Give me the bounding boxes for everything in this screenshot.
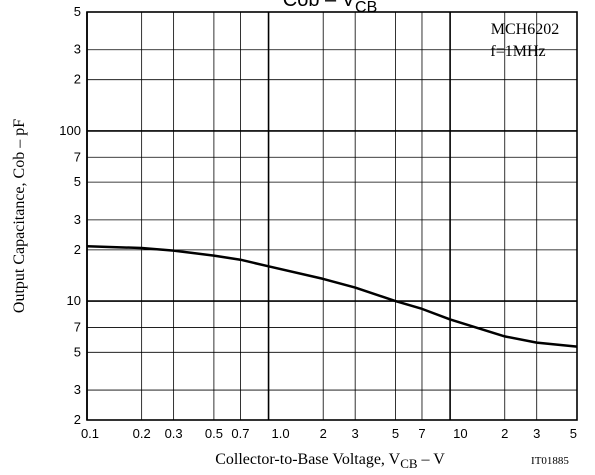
x-tick-label: 10 (453, 426, 467, 441)
y-tick-label: 3 (74, 42, 81, 57)
y-tick-label: 100 (59, 123, 81, 138)
x-tick-label: 2 (501, 426, 508, 441)
y-tick-label: 2 (74, 412, 81, 427)
x-tick-label: 0.1 (81, 426, 99, 441)
x-tick-label: 0.2 (133, 426, 151, 441)
x-axis-label: Collector-to-Base Voltage, VCB – V (215, 451, 445, 471)
figure-id: IT01885 (531, 455, 569, 467)
y-axis-label: Output Capacitance, Cob – pF (11, 119, 28, 313)
title-subscript: CB (355, 0, 377, 16)
x-tick-label: 2 (320, 426, 327, 441)
data-line (86, 245, 578, 348)
x-label-unit: – V (418, 451, 446, 468)
y-tick-label: 5 (74, 174, 81, 189)
y-tick-label: 7 (74, 149, 81, 164)
y-tick-label: 5 (74, 344, 81, 359)
y-tick-label: 3 (74, 212, 81, 227)
y-tick-label: 3 (74, 382, 81, 397)
x-tick-label: 0.7 (231, 426, 249, 441)
x-tick-label: 5 (570, 426, 577, 441)
x-tick-label: 3 (352, 426, 359, 441)
x-tick-label: 0.5 (205, 426, 223, 441)
x-tick-label: 0.3 (165, 426, 183, 441)
y-tick-label: 10 (67, 293, 81, 308)
plot-frame (86, 11, 578, 421)
y-tick-label: 2 (74, 72, 81, 87)
y-tick-label: 7 (74, 319, 81, 334)
x-tick-label: 5 (392, 426, 399, 441)
x-label-subscript: CB (400, 456, 418, 471)
x-label-main: Collector-to-Base Voltage, V (215, 451, 400, 468)
y-tick-label: 5 (74, 4, 81, 19)
annotation: MCH6202 (491, 21, 559, 38)
annotation: f=1MHz (490, 43, 545, 60)
x-tick-label: 1.0 (272, 426, 290, 441)
x-tick-label: 3 (533, 426, 540, 441)
title-main: Cob – V (283, 0, 356, 11)
x-tick-label: 7 (418, 426, 425, 441)
y-tick-label: 2 (74, 242, 81, 257)
